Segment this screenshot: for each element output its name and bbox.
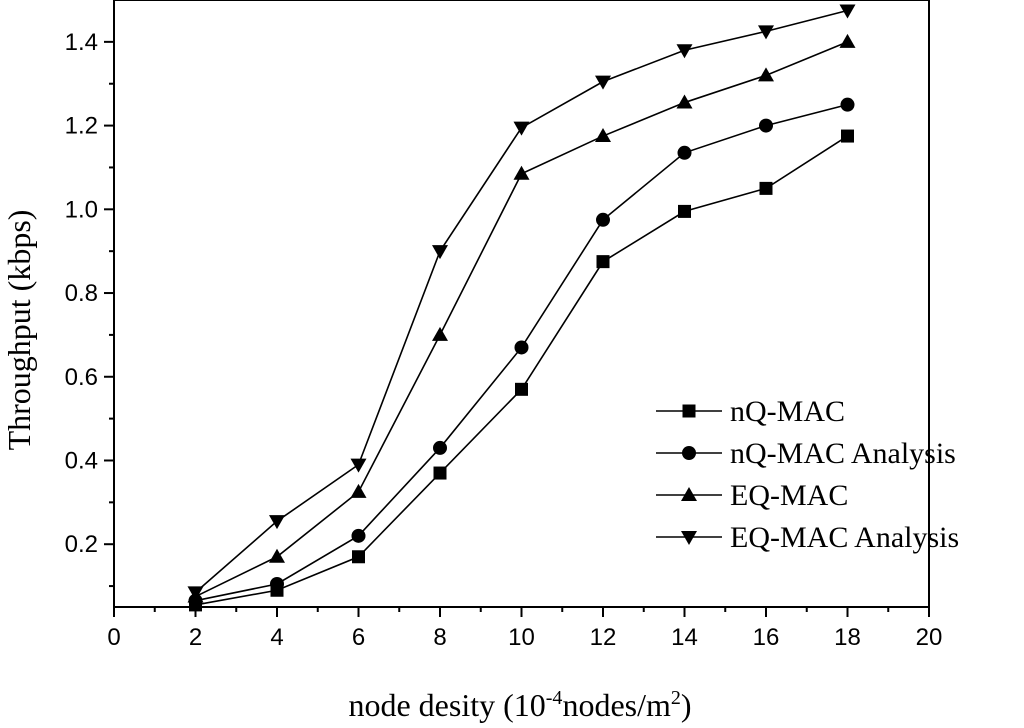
- data-point: [596, 255, 610, 269]
- data-point: [759, 118, 773, 133]
- series-3: [187, 33, 856, 603]
- x-axis-title-exponent-1: -4: [546, 687, 563, 709]
- data-point: [839, 4, 856, 19]
- x-axis-title-main: node desity (10: [348, 687, 545, 723]
- legend-label: nQ-MAC: [730, 395, 845, 428]
- x-tick-label: 14: [671, 624, 698, 651]
- legend-entry: nQ-MAC: [656, 395, 845, 428]
- data-point: [187, 586, 204, 601]
- data-point: [514, 340, 529, 355]
- data-point: [839, 33, 856, 48]
- x-tick-label: 4: [270, 624, 283, 651]
- data-point: [513, 165, 530, 180]
- series-4: [187, 4, 856, 601]
- data-point: [758, 67, 774, 82]
- x-tick-label: 20: [916, 624, 943, 651]
- data-point: [595, 75, 611, 90]
- x-axis-title: node desity (10-4nodes/m2): [348, 687, 691, 723]
- y-tick-label: 1.0: [65, 196, 98, 223]
- data-point: [432, 245, 448, 260]
- plot-series: [187, 4, 856, 612]
- x-axis-title-unit: nodes/m: [562, 687, 671, 723]
- data-point: [676, 44, 693, 59]
- legend-marker: [681, 531, 697, 545]
- data-point: [515, 382, 528, 396]
- data-point: [432, 326, 448, 341]
- x-tick-label: 12: [590, 624, 617, 651]
- y-tick-label: 0.6: [65, 364, 98, 391]
- legend-label: EQ-MAC: [730, 479, 848, 512]
- data-point: [350, 458, 367, 473]
- y-tick-label: 1.4: [65, 29, 98, 56]
- legend-marker: [682, 404, 696, 418]
- x-tick-label: 16: [753, 624, 780, 651]
- y-tick-label: 0.2: [65, 531, 98, 558]
- y-axis-title: Throughput (kbps): [1, 210, 37, 451]
- series-2: [188, 97, 855, 608]
- plot-frame: [113, 0, 930, 608]
- y-tick-label: 1.2: [65, 113, 98, 140]
- data-point: [840, 97, 855, 112]
- data-point: [759, 181, 773, 195]
- legend: nQ-MAC nQ-MAC Analysis EQ-MAC EQ-MAC Analys…: [656, 395, 959, 554]
- data-point: [758, 25, 774, 40]
- legend-marker: [681, 487, 697, 501]
- data-point: [596, 212, 610, 227]
- legend-entry: nQ-MAC Analysis: [656, 437, 956, 470]
- data-point: [350, 483, 367, 498]
- data-point: [513, 121, 530, 136]
- data-point: [269, 515, 285, 530]
- data-point: [351, 528, 366, 543]
- data-point: [678, 204, 691, 218]
- data-point: [433, 466, 447, 480]
- data-point: [433, 440, 447, 455]
- data-point: [352, 550, 365, 564]
- legend-entry: EQ-MAC Analysis: [656, 521, 959, 554]
- x-tick-label: 2: [189, 624, 202, 651]
- x-axis-title-exponent-2: 2: [671, 687, 681, 709]
- x-tick-label: 8: [433, 624, 446, 651]
- legend-entry: EQ-MAC: [656, 479, 848, 512]
- y-tick-label: 0.4: [65, 447, 98, 474]
- data-point: [676, 94, 693, 109]
- y-tick-label: 0.8: [65, 280, 98, 307]
- data-point: [270, 576, 284, 591]
- axis-ticks: 0 2 4 6 8 10 12 14 16 18 20 0.2 0.4 0.6 0.8 1.0 1.2 1.4: [65, 29, 943, 651]
- x-tick-label: 0: [107, 624, 120, 651]
- x-tick-label: 18: [834, 624, 861, 651]
- x-axis-title-close: ): [681, 687, 692, 723]
- legend-label: nQ-MAC Analysis: [730, 437, 956, 470]
- data-point: [269, 548, 285, 563]
- data-point: [841, 129, 854, 143]
- x-tick-label: 10: [508, 624, 535, 651]
- data-point: [677, 145, 692, 160]
- legend-label: EQ-MAC Analysis: [730, 521, 959, 554]
- legend-marker: [682, 446, 696, 460]
- x-tick-label: 6: [352, 624, 365, 651]
- data-point: [595, 128, 611, 143]
